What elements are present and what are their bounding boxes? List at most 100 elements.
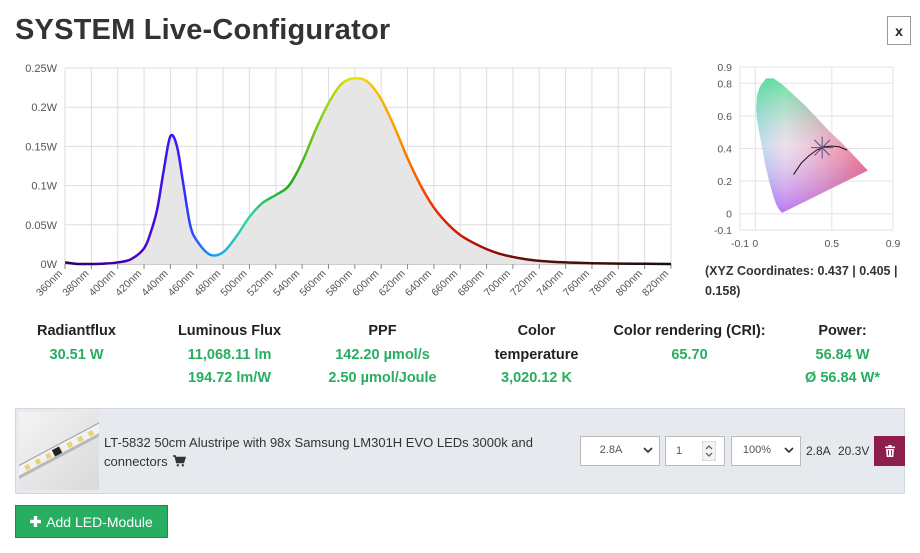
module-current: 2.8A [806, 444, 831, 458]
x-tick-label: 700nm [482, 267, 513, 298]
x-tick-label: 0.9 [886, 238, 901, 250]
y-tick-label: 0.8 [717, 78, 732, 90]
stats-panel: Radiantflux 30.51 W Luminous Flux 11,068… [0, 320, 920, 395]
y-tick-label: 0.9 [717, 62, 732, 74]
x-tick-label: 760nm [561, 267, 592, 298]
x-tick-label: 540nm [271, 267, 302, 298]
spectrum-y-ticks: 0W 0.05W 0.1W 0.15W 0.2W 0.25W [25, 63, 57, 271]
stat-label: PPF [368, 323, 397, 339]
x-tick-label: 720nm [508, 267, 539, 298]
cie-y-ticks: 0.9 0.8 0.6 0.4 0.2 0 -0.1 [714, 62, 732, 237]
y-tick-label: 0.25W [25, 63, 57, 75]
x-tick-label: 0 [752, 238, 758, 250]
current-select[interactable]: 2.8A [580, 436, 660, 466]
x-tick-label: 360nm [34, 267, 65, 298]
delete-module-button[interactable] [874, 436, 905, 466]
stat-label: Color rendering (CRI): [613, 323, 766, 339]
x-tick-label: 0.5 [824, 238, 839, 250]
stat-color-temperature: Color temperature 3,020.12 K [460, 320, 613, 391]
x-tick-label: 480nm [192, 267, 223, 298]
x-tick-label: -0.1 [731, 238, 749, 250]
stat-value: 11,068.11 lm [187, 346, 272, 363]
page-title: SYSTEM Live-Configurator [15, 14, 391, 46]
dimming-select[interactable]: 100% [731, 436, 801, 466]
quantity-stepper[interactable]: 1 [665, 436, 725, 466]
stat-value: 65.70 [671, 346, 708, 363]
close-button[interactable]: x [887, 16, 911, 45]
spectrum-x-ticks: 360nm380nm400nm420nm440nm460nm480nm500nm… [34, 267, 671, 298]
x-tick-label: 660nm [429, 267, 460, 298]
x-tick-label: 780nm [587, 267, 618, 298]
x-tick-label: 420nm [113, 267, 144, 298]
dimming-select-value: 100% [742, 444, 772, 456]
y-tick-label: 0.2 [717, 176, 732, 188]
stat-radiantflux: Radiantflux 30.51 W [0, 320, 153, 367]
cie-gamut [756, 78, 868, 213]
spinner-arrows-icon[interactable] [702, 441, 716, 461]
spectrum-area [65, 78, 671, 264]
y-tick-label: 0.4 [717, 144, 732, 156]
stat-power: Power: 56.84 W Ø 56.84 W* [766, 320, 919, 391]
quantity-value: 1 [676, 445, 683, 457]
module-description-text: LT-5832 50cm Alustripe with 98x Samsung … [104, 435, 533, 469]
x-tick-label: 680nm [455, 267, 486, 298]
stat-value-secondary: 194.72 lm/W [187, 370, 271, 386]
x-tick-label: 580nm [324, 267, 355, 298]
stat-label: Luminous Flux [177, 323, 282, 339]
led-strip-image [19, 421, 99, 480]
y-tick-label: 0.2W [31, 102, 57, 114]
led-module-row: LT-5832 50cm Alustripe with 98x Samsung … [15, 408, 905, 494]
stat-value: 142.20 µmol/s [335, 346, 430, 363]
x-tick-label: 800nm [614, 267, 645, 298]
plus-icon [30, 516, 42, 527]
module-thumbnail [19, 412, 99, 490]
x-tick-label: 600nm [350, 267, 381, 298]
x-tick-label: 400nm [87, 267, 118, 298]
star-ray [814, 139, 831, 156]
add-led-module-label: Add LED-Module [46, 513, 153, 530]
stat-label: Radiantflux [37, 323, 116, 339]
stat-cri: Color rendering (CRI): 65.70 [613, 320, 766, 367]
xyz-coordinates: (XYZ Coordinates: 0.437 | 0.405 | 0.158) [705, 264, 898, 298]
stat-label: Color temperature [494, 323, 579, 363]
y-tick-label: 0W [41, 259, 58, 271]
y-tick-label: -0.1 [714, 225, 732, 237]
current-select-value: 2.8A [599, 444, 623, 456]
stat-label: Power: [818, 323, 867, 339]
x-tick-label: 500nm [218, 267, 249, 298]
x-tick-label: 560nm [297, 267, 328, 298]
x-tick-label: 440nm [139, 267, 170, 298]
stat-value: 3,020.12 K [501, 370, 572, 386]
x-tick-label: 640nm [403, 267, 434, 298]
stat-value-secondary: 2.50 µmol/Joule [328, 370, 437, 386]
planckian-locus [793, 145, 848, 175]
x-tick-label: 520nm [245, 267, 276, 298]
x-tick-label: 380nm [60, 267, 91, 298]
y-tick-label: 0.6 [717, 111, 732, 123]
x-tick-label: 820nm [640, 267, 671, 298]
module-description: LT-5832 50cm Alustripe with 98x Samsung … [104, 433, 564, 472]
cie-x-ticks: -0.1 0 0.5 0.9 [731, 238, 900, 250]
x-tick-label: 620nm [376, 267, 407, 298]
shopping-cart-icon[interactable] [173, 453, 187, 472]
stat-value-secondary: Ø 56.84 W* [805, 370, 880, 386]
y-tick-label: 0.15W [25, 141, 57, 153]
trash-icon [884, 445, 895, 457]
stat-value: 56.84 W [815, 346, 870, 363]
chevron-down-icon [784, 447, 794, 454]
spectrum-chart: 0W 0.05W 0.1W 0.15W 0.2W 0.25W 360nm380nm400n… [25, 63, 672, 299]
y-tick-label: 0.05W [25, 220, 57, 232]
module-voltage: 20.3V [838, 444, 870, 458]
y-tick-label: 0.1W [31, 181, 57, 193]
add-led-module-button[interactable]: Add LED-Module [15, 505, 168, 538]
cie-chart: 0.90.80.60.40.20-0.1 -0.1 0 0.5 0.9 [714, 62, 901, 250]
x-tick-label: 460nm [166, 267, 197, 298]
x-tick-label: 740nm [535, 267, 566, 298]
chevron-down-icon [643, 447, 653, 454]
stat-luminous-flux: Luminous Flux 11,068.11 lm 194.72 lm/W [153, 320, 306, 391]
y-tick-label: 0 [726, 209, 732, 221]
stat-value: 30.51 W [49, 346, 104, 363]
stat-ppf: PPF 142.20 µmol/s 2.50 µmol/Joule [306, 320, 459, 391]
spectrum-line [64, 76, 672, 266]
chromaticity-point [811, 136, 834, 159]
